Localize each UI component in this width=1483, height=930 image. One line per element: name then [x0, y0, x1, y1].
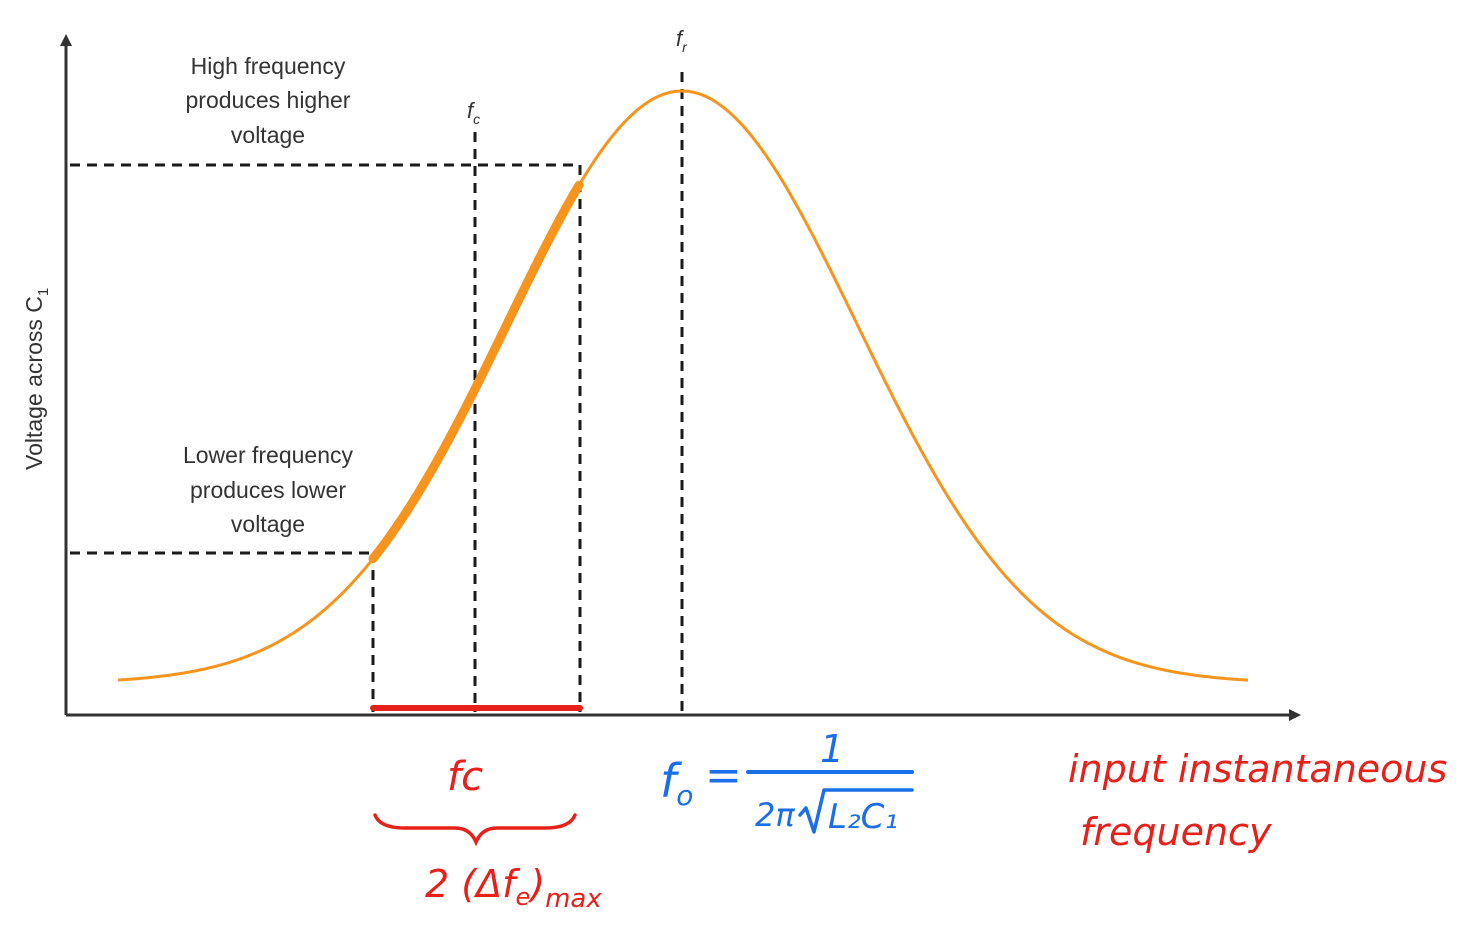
svg-text:Voltage across C1: Voltage across C1: [21, 288, 52, 470]
svg-text:=: =: [705, 750, 742, 801]
svg-text:L₂C₁: L₂C₁: [828, 797, 898, 837]
svg-text:produces higher: produces higher: [186, 87, 351, 113]
svg-text:2π: 2π: [755, 796, 795, 834]
handwritten-fc: fc: [447, 754, 483, 800]
svg-text:frequency: frequency: [1080, 810, 1272, 854]
svg-text:produces lower: produces lower: [190, 477, 346, 503]
resonant-frequency-formula: fo = 1 2π L₂C₁: [660, 727, 914, 837]
fc-label: fc: [467, 98, 480, 127]
svg-text:voltage: voltage: [231, 511, 305, 537]
svg-text:1: 1: [820, 727, 844, 771]
operating-range-curve: [368, 180, 584, 564]
svg-text:fo: fo: [660, 754, 693, 812]
high-frequency-annotation: High frequency produces higher voltage: [186, 53, 351, 148]
sqrt-sign: [798, 788, 914, 834]
red-brace: [373, 813, 577, 847]
svg-text:Lower frequency: Lower frequency: [183, 442, 354, 468]
y-axis-label: Voltage across C1: [21, 288, 52, 470]
svg-text:High frequency: High frequency: [191, 53, 346, 79]
handwritten-deviation: 2 (Δfe)max: [425, 862, 602, 914]
resonance-curve: [117, 89, 1249, 682]
guide-lines: [70, 72, 684, 712]
low-frequency-annotation: Lower frequency produces lower voltage: [183, 442, 354, 537]
svg-text:input instantaneous: input instantaneous: [1068, 747, 1447, 791]
x-axis-handwritten-label: input instantaneous frequency: [1068, 747, 1447, 854]
fr-label: fr: [676, 26, 688, 55]
svg-text:voltage: voltage: [231, 122, 305, 148]
